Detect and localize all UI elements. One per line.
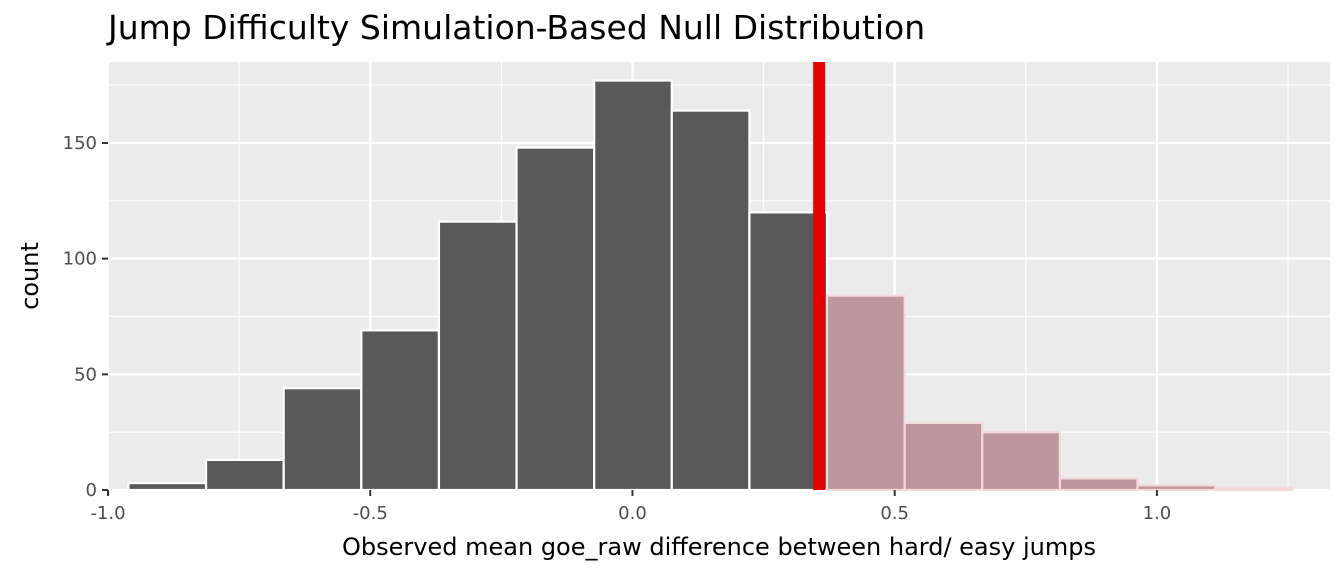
y-tick-label: 0	[86, 480, 97, 501]
y-tick-label: 50	[74, 364, 97, 385]
x-tick-label: 0.0	[618, 503, 647, 524]
histogram-bar	[670, 109, 751, 492]
chart-title: Jump Difficulty Simulation-Based Null Di…	[108, 8, 926, 47]
histogram-bar	[515, 146, 596, 492]
histogram-bar-shaded	[981, 431, 1062, 492]
histogram-bar	[593, 79, 673, 492]
x-tick-label: -1.0	[90, 503, 125, 524]
histogram-bar-shaded	[1058, 477, 1139, 492]
histogram-bar	[204, 458, 285, 492]
histogram-bar-shaded	[825, 294, 906, 492]
histogram-bar-shaded	[1214, 486, 1294, 492]
x-tick-label: 0.5	[880, 503, 909, 524]
y-axis-title: count	[16, 242, 44, 310]
histogram-bar-shaded	[1136, 484, 1217, 492]
x-tick-label: -0.5	[353, 503, 388, 524]
y-tick-label: 150	[63, 133, 97, 154]
axes: -1.0 -0.5 0.0 0.5 1.0 0 50 100 150	[63, 133, 1172, 524]
y-tick-label: 100	[63, 249, 97, 270]
histogram-bar	[127, 481, 208, 492]
histogram-bar	[360, 329, 441, 492]
histogram-bar-shaded	[903, 421, 984, 492]
histogram-bar	[437, 220, 518, 492]
histogram-bar	[282, 387, 363, 492]
x-axis-title: Observed mean goe_raw difference between…	[342, 533, 1096, 561]
x-tick-label: 1.0	[1143, 503, 1172, 524]
histogram-bars	[127, 79, 1294, 492]
